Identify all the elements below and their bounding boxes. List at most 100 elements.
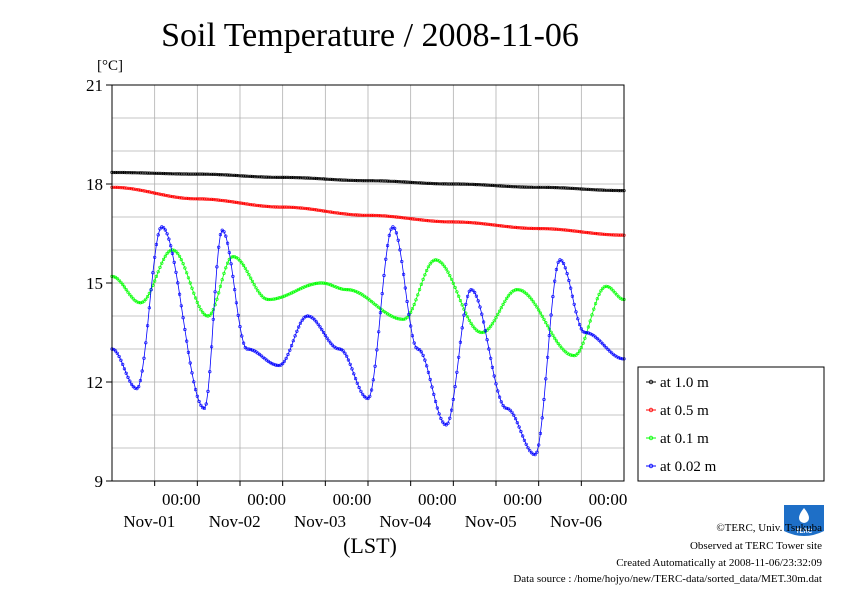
- data-point: [437, 182, 441, 186]
- data-point: [577, 323, 582, 327]
- data-point: [416, 181, 420, 185]
- data-point: [419, 218, 423, 222]
- data-point: [254, 175, 258, 179]
- data-point: [329, 210, 333, 214]
- data-point: [494, 184, 498, 188]
- data-point: [391, 179, 395, 183]
- data-point: [409, 180, 413, 184]
- data-point: [322, 177, 326, 181]
- data-point: [528, 226, 532, 230]
- data-point: [370, 179, 374, 183]
- data-point: [362, 213, 367, 217]
- data-point: [384, 179, 388, 183]
- data-point: [480, 330, 484, 335]
- data-point: [448, 274, 452, 278]
- data-point: [304, 176, 308, 180]
- data-point: [195, 394, 199, 398]
- data-point: [249, 174, 253, 178]
- data-point: [158, 192, 162, 196]
- data-point: [355, 381, 359, 385]
- data-point: [217, 291, 221, 295]
- data-point: [473, 290, 477, 295]
- data-point: [464, 302, 468, 307]
- data-point: [211, 197, 215, 202]
- data-point: [290, 344, 294, 348]
- data-point: [421, 277, 425, 282]
- data-point: [158, 171, 162, 175]
- x-tick-day-label: Nov-02: [209, 512, 261, 531]
- data-point: [554, 227, 559, 231]
- data-point: [377, 214, 381, 218]
- data-point: [140, 188, 144, 193]
- data-point: [581, 187, 585, 191]
- data-point: [444, 182, 448, 186]
- terc-logo-text: TERC: [796, 529, 813, 535]
- data-point: [181, 316, 185, 320]
- data-point: [430, 181, 434, 186]
- legend-label: at 0.02 m: [660, 459, 717, 475]
- x-tick-day-label: Nov-03: [294, 512, 346, 531]
- data-point: [186, 276, 190, 280]
- data-point: [167, 172, 171, 176]
- series-line: [111, 226, 625, 456]
- data-point: [483, 183, 487, 187]
- data-point: [298, 287, 303, 291]
- data-point: [588, 332, 592, 336]
- data-point: [572, 186, 576, 191]
- data-point: [457, 220, 461, 224]
- data-point: [322, 330, 326, 335]
- data-point: [593, 231, 598, 236]
- data-point: [387, 214, 391, 218]
- data-point: [451, 182, 455, 186]
- data-point: [361, 179, 365, 183]
- data-point: [348, 178, 352, 182]
- data-point: [293, 205, 297, 210]
- data-point: [604, 284, 608, 288]
- data-point: [210, 197, 214, 201]
- data-point: [343, 212, 347, 216]
- data-point: [160, 171, 164, 176]
- data-point: [410, 307, 415, 311]
- data-point: [202, 172, 206, 176]
- data-point: [563, 186, 567, 190]
- data-point: [389, 227, 393, 231]
- data-point: [339, 287, 343, 291]
- data-point: [128, 171, 132, 175]
- data-point: [487, 183, 491, 187]
- data-point: [130, 382, 134, 386]
- data-point: [188, 197, 192, 201]
- data-point: [334, 285, 338, 289]
- data-point: [306, 207, 310, 211]
- data-point: [458, 220, 463, 224]
- data-point: [311, 176, 315, 180]
- data-point: [608, 349, 612, 353]
- data-point: [510, 225, 514, 229]
- data-point: [359, 389, 363, 393]
- data-point: [233, 255, 237, 259]
- legend-label: at 0.5 m: [660, 403, 709, 419]
- data-point: [513, 225, 518, 229]
- data-point: [147, 190, 151, 194]
- data-point: [277, 205, 281, 209]
- data-point: [409, 217, 413, 221]
- data-point: [247, 273, 251, 277]
- data-point: [297, 325, 301, 329]
- data-point: [355, 290, 359, 294]
- data-point: [170, 172, 174, 176]
- data-point: [618, 189, 623, 193]
- data-point: [492, 223, 496, 227]
- data-point: [604, 188, 608, 192]
- data-point: [156, 171, 160, 175]
- data-point: [570, 294, 575, 298]
- data-point: [572, 302, 576, 306]
- data-point: [149, 171, 153, 175]
- data-point: [233, 200, 237, 204]
- data-point: [567, 352, 571, 356]
- data-point: [489, 356, 493, 360]
- data-point: [485, 183, 489, 187]
- data-point: [394, 231, 399, 235]
- data-point: [473, 182, 477, 187]
- data-point: [334, 211, 338, 215]
- data-point: [389, 214, 393, 219]
- data-point: [316, 208, 320, 212]
